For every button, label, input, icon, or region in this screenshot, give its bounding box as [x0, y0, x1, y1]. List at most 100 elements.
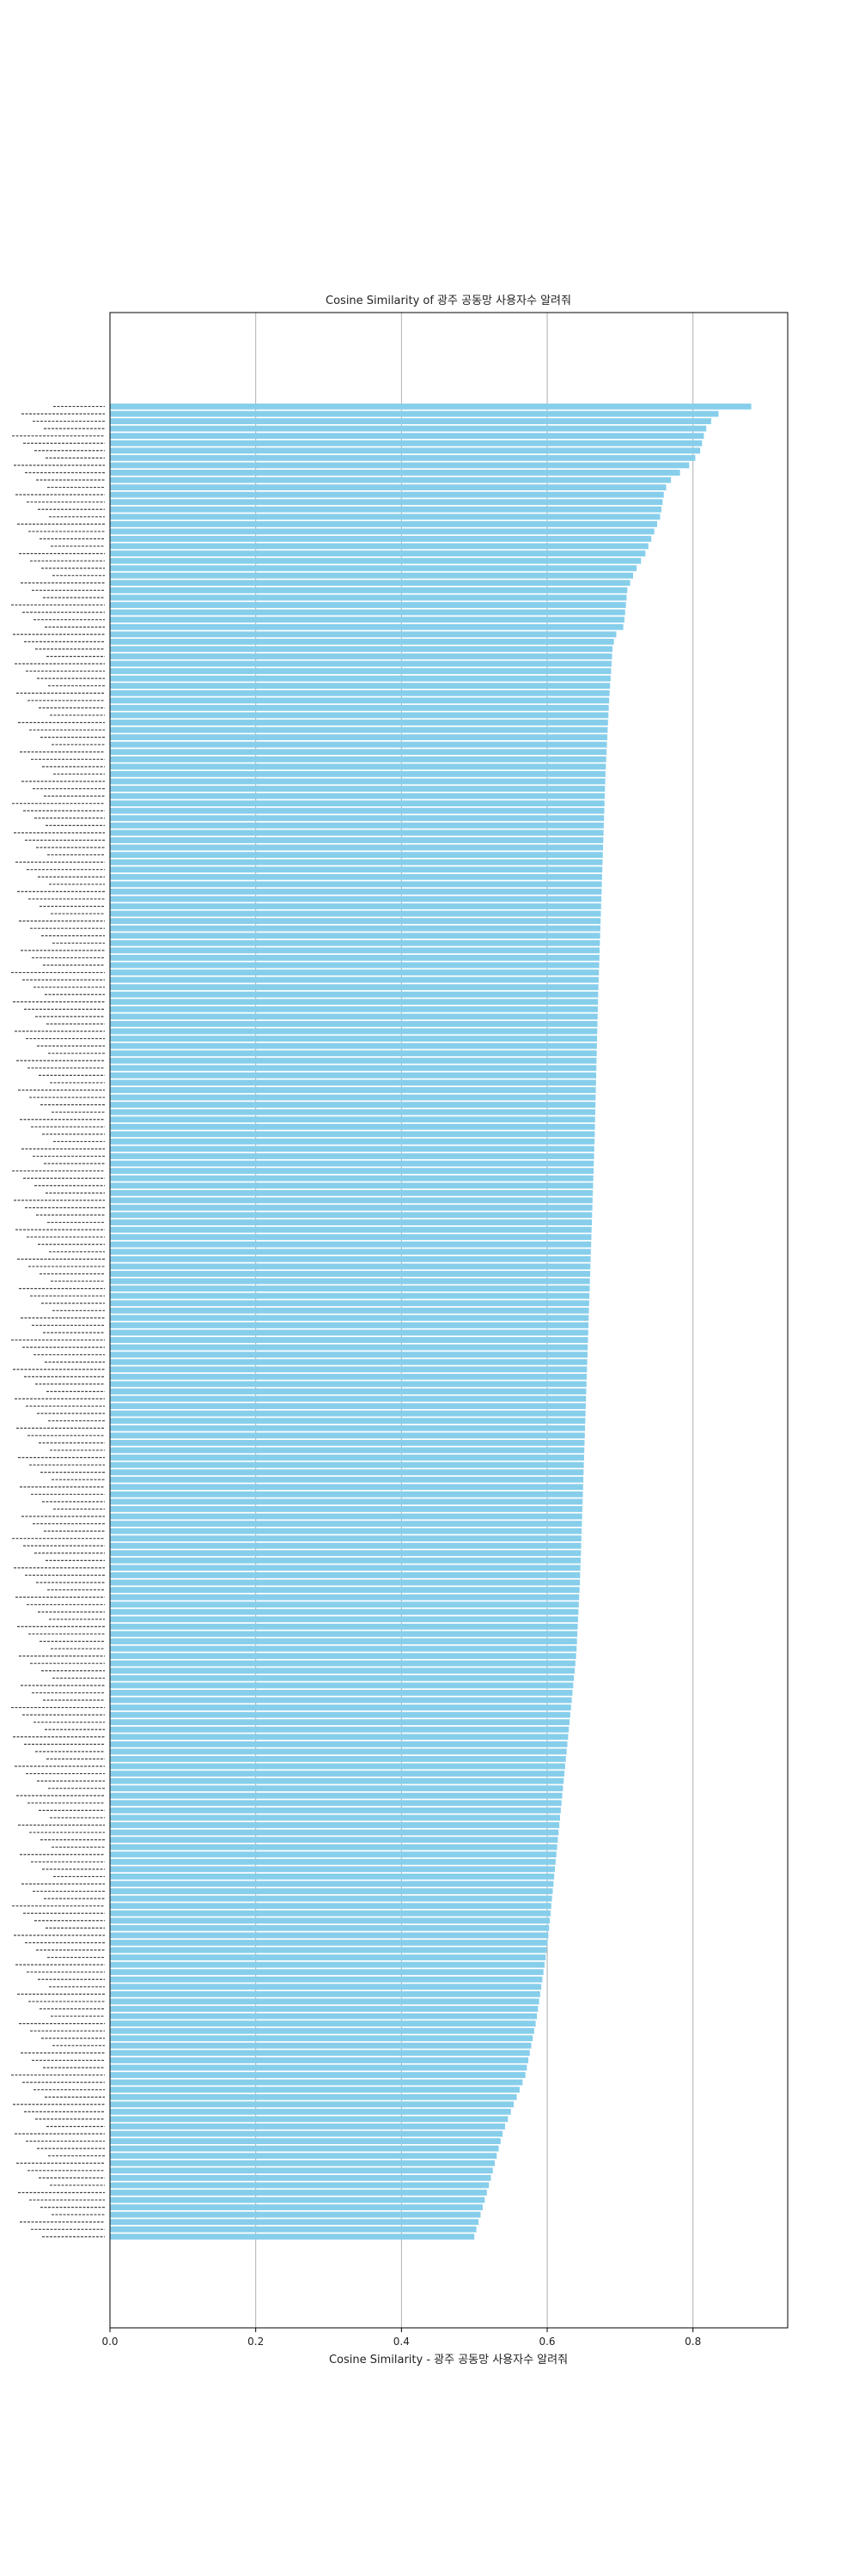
bar-160	[110, 1580, 580, 1586]
bar-214	[110, 1977, 542, 1983]
bar-136	[110, 1403, 586, 1409]
bar-96	[110, 1109, 595, 1115]
bar-20	[110, 550, 645, 556]
bar-145	[110, 1469, 583, 1475]
bar-9	[110, 470, 680, 476]
bar-233	[110, 2116, 508, 2122]
bar-4	[110, 433, 704, 439]
bar-33	[110, 646, 612, 652]
bar-72	[110, 933, 600, 939]
bar-93	[110, 1087, 596, 1093]
bar-176	[110, 1698, 572, 1704]
bar-225	[110, 2057, 528, 2063]
bar-216	[110, 1991, 540, 1997]
bar-64	[110, 874, 602, 880]
bar-37	[110, 676, 611, 682]
bar-242	[110, 2183, 489, 2189]
bar-89	[110, 1058, 596, 1064]
bar-55	[110, 808, 604, 814]
bar-243	[110, 2190, 487, 2196]
bar-207	[110, 1925, 549, 1931]
bar-203	[110, 1896, 552, 1902]
bar-169	[110, 1646, 576, 1652]
bar-120	[110, 1285, 589, 1291]
bar-170	[110, 1653, 576, 1659]
bar-245	[110, 2204, 483, 2210]
bar-173	[110, 1675, 574, 1681]
bar-163	[110, 1601, 579, 1607]
bar-6	[110, 447, 700, 453]
bar-187	[110, 1778, 564, 1784]
bar-226	[110, 2065, 527, 2071]
bar-215	[110, 1984, 541, 1990]
bar-86	[110, 1036, 597, 1042]
bar-99	[110, 1131, 594, 1137]
bar-217	[110, 1999, 539, 2005]
bar-152	[110, 1521, 582, 1527]
bar-189	[110, 1793, 563, 1799]
bar-186	[110, 1771, 564, 1777]
bar-25	[110, 587, 627, 593]
bar-84	[110, 1021, 598, 1027]
bar-100	[110, 1139, 594, 1145]
x-tick-label-0: 0.0	[101, 2336, 118, 2348]
bar-248	[110, 2227, 477, 2233]
bar-125	[110, 1322, 588, 1328]
bar-192	[110, 1815, 560, 1821]
x-tick-label-2: 0.4	[393, 2336, 410, 2348]
bar-36	[110, 668, 611, 674]
bar-247	[110, 2219, 478, 2225]
bar-102	[110, 1153, 594, 1159]
bar-167	[110, 1631, 577, 1637]
bar-147	[110, 1484, 583, 1490]
bar-49	[110, 763, 606, 769]
bar-63	[110, 866, 602, 872]
bar-172	[110, 1668, 575, 1674]
bar-199	[110, 1866, 555, 1872]
bar-222	[110, 2035, 533, 2041]
bar-165	[110, 1616, 578, 1622]
bar-83	[110, 1013, 598, 1019]
bar-240	[110, 2167, 493, 2173]
bar-178	[110, 1712, 570, 1718]
bar-54	[110, 800, 605, 806]
bar-133	[110, 1381, 587, 1387]
bar-95	[110, 1102, 595, 1108]
bar-35	[110, 661, 612, 667]
chart-title: Cosine Similarity of 광주 공동망 사용자수 알려줘	[326, 295, 571, 307]
bar-101	[110, 1146, 594, 1152]
bar-153	[110, 1528, 582, 1534]
bar-45	[110, 734, 607, 740]
bar-238	[110, 2153, 497, 2159]
bar-239	[110, 2160, 495, 2166]
bar-236	[110, 2138, 501, 2144]
bar-164	[110, 1609, 578, 1615]
bar-16	[110, 521, 657, 527]
bar-105	[110, 1176, 594, 1182]
bar-205	[110, 1911, 551, 1917]
bar-141	[110, 1440, 585, 1446]
bar-51	[110, 779, 606, 785]
bar-7	[110, 455, 695, 461]
bar-224	[110, 2050, 530, 2056]
bar-137	[110, 1411, 586, 1417]
bar-220	[110, 2020, 536, 2026]
bar-129	[110, 1352, 588, 1358]
bar-106	[110, 1182, 593, 1188]
bar-175	[110, 1690, 572, 1696]
bar-221	[110, 2028, 534, 2034]
bar-8	[110, 462, 689, 468]
bar-113	[110, 1234, 591, 1240]
bar-1	[110, 411, 718, 417]
bar-116	[110, 1256, 591, 1262]
bar-191	[110, 1807, 561, 1814]
bar-111	[110, 1219, 592, 1225]
bar-2	[110, 418, 711, 424]
bar-91	[110, 1072, 596, 1078]
bar-26	[110, 595, 626, 601]
bar-202	[110, 1888, 552, 1894]
bar-110	[110, 1212, 592, 1218]
bar-227	[110, 2072, 526, 2078]
bar-98	[110, 1124, 595, 1130]
bar-14	[110, 507, 661, 513]
